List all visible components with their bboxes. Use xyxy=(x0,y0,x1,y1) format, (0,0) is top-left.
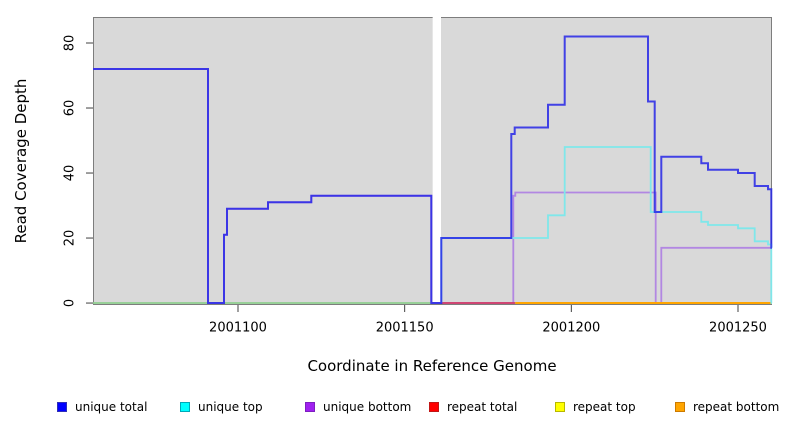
x-tick-label: 2001100 xyxy=(209,320,267,336)
legend-item-repeat-total: repeat total xyxy=(429,397,517,417)
y-tick-label: 60 xyxy=(62,99,78,117)
coverage-gap xyxy=(432,13,441,303)
plot-panel xyxy=(93,17,772,305)
legend-label: repeat top xyxy=(573,400,636,414)
legend-swatch-icon xyxy=(429,402,439,412)
legend-label: repeat bottom xyxy=(693,400,780,414)
y-tick-label: 0 xyxy=(62,298,78,308)
series-line-unique-bottom xyxy=(93,68,772,304)
x-axis-title: Coordinate in Reference Genome xyxy=(307,357,557,375)
series-line-unique-top xyxy=(440,146,773,304)
x-tick-label: 2001250 xyxy=(709,320,767,336)
legend-swatch-icon xyxy=(57,402,67,412)
legend-swatch-icon xyxy=(305,402,315,412)
legend-label: unique bottom xyxy=(323,400,412,414)
legend-swatch-icon xyxy=(555,402,565,412)
y-axis-title: Read Coverage Depth xyxy=(12,78,30,244)
y-tick-label: 20 xyxy=(62,229,78,247)
y-tick-label: 40 xyxy=(62,164,78,182)
series-line-unique-total xyxy=(93,35,773,304)
legend-swatch-icon xyxy=(675,402,685,412)
x-tick-label: 2001200 xyxy=(542,320,601,336)
legend-label: repeat total xyxy=(447,400,518,414)
legend-item-unique-top: unique top xyxy=(180,397,263,417)
legend-label: unique total xyxy=(75,400,148,414)
x-tick-label: 2001150 xyxy=(375,320,434,336)
y-tick-label: 80 xyxy=(62,34,78,52)
legend-item-unique-total: unique total xyxy=(57,397,147,417)
legend-item-repeat-bottom: repeat bottom xyxy=(675,397,779,417)
legend-item-unique-bottom: unique bottom xyxy=(305,397,411,417)
legend-label: unique top xyxy=(198,400,263,414)
legend: unique total unique top unique bottom repea… xyxy=(0,397,792,417)
legend-swatch-icon xyxy=(180,402,190,412)
legend-item-repeat-top: repeat top xyxy=(555,397,636,417)
